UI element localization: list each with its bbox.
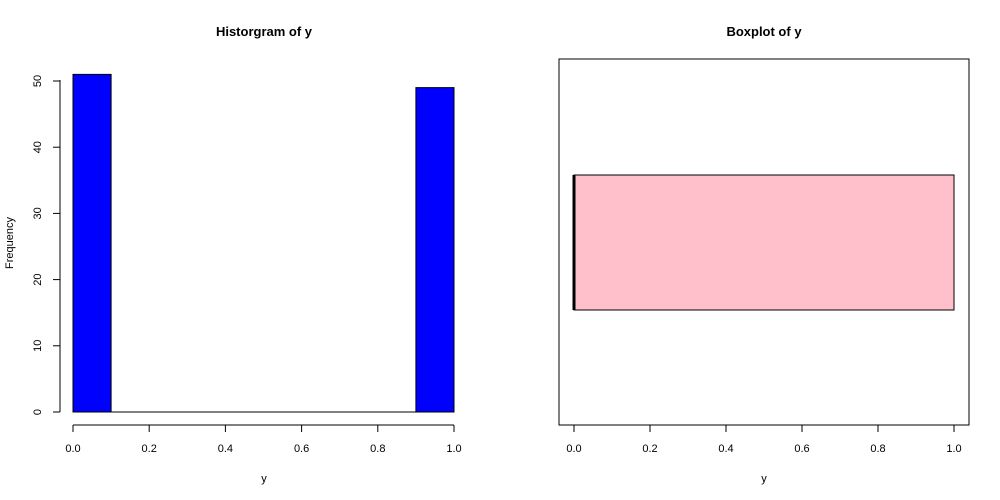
histogram-bar	[72, 73, 112, 413]
histogram-x-axis-label: y	[261, 473, 267, 485]
histogram-y-tick-label: 30	[32, 207, 44, 219]
histogram-x-tick-label: 0.8	[370, 443, 385, 455]
histogram-y-tick-label: 0	[32, 409, 44, 415]
histogram-y-tick-label: 10	[32, 340, 44, 352]
histogram-bars	[72, 73, 455, 413]
boxplot-box	[573, 174, 955, 311]
boxplot-x-tick-label: 0.2	[642, 443, 657, 455]
boxplot-title: Boxplot of y	[726, 24, 802, 39]
histogram-y-tick-label: 50	[32, 75, 44, 87]
histogram-y-tick-label: 20	[32, 273, 44, 285]
histogram-x-tick-label: 0.0	[65, 443, 80, 455]
boxplot-x-tick-label: 0.6	[794, 443, 809, 455]
histogram-x-tick-label: 0.2	[142, 443, 157, 455]
boxplot-x-axis-label: y	[761, 473, 767, 485]
boxplot-x-ticks: 0.0 0.2 0.4 0.6 0.8 1.0	[566, 425, 962, 455]
histogram-y-tick-label: 40	[32, 141, 44, 153]
boxplot-x-tick-label: 0.4	[718, 443, 733, 455]
histogram-x-tick-label: 0.4	[218, 443, 233, 455]
histogram-x-tick-label: 0.6	[294, 443, 309, 455]
boxplot-frame	[558, 58, 970, 426]
histogram-x-ticks: 0.0 0.2 0.4 0.6 0.8 1.0	[65, 425, 462, 455]
boxplot-panel: Boxplot of y 0.0 0.2 0.4 0.6 0.8 1.0 y	[558, 24, 970, 485]
histogram-panel: Historgram of y 0.0 0.2 0.4 0.6 0.8 1.0 0 10 20…	[4, 24, 462, 485]
histogram-y-ticks: 0 10 20 30 40 50	[32, 75, 60, 415]
histogram-x-tick-label: 1.0	[446, 443, 461, 455]
boxplot-x-tick-label: 1.0	[946, 443, 961, 455]
histogram-y-axis-label: Frequency	[4, 217, 16, 269]
boxplot-x-tick-label: 0.8	[870, 443, 885, 455]
boxplot-x-tick-label: 0.0	[566, 443, 581, 455]
histogram-title: Historgram of y	[216, 24, 313, 39]
histogram-bar	[415, 87, 455, 413]
